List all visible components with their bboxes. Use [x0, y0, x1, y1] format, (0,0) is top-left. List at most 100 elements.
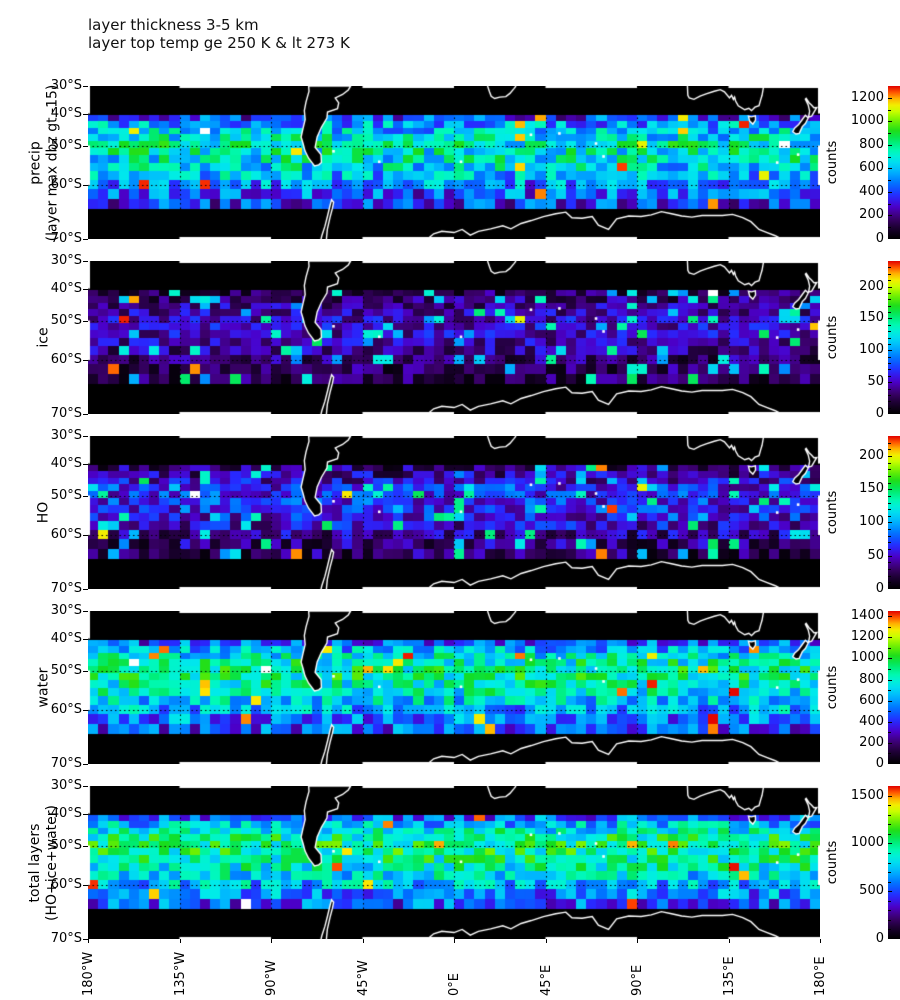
y-tick-label: 40°S: [50, 280, 82, 296]
colorbar-major-tick: [888, 556, 892, 557]
colorbar-minor-tick: [888, 805, 891, 806]
colorbar-tick-label: 50: [867, 374, 884, 390]
y-tick-label: 70°S: [50, 581, 82, 596]
colorbar-minor-tick: [888, 157, 891, 158]
colorbar-tick-label: 400: [859, 713, 884, 729]
colorbar-major-tick: [888, 382, 892, 383]
colorbar-minor-tick: [888, 312, 891, 313]
panel-label-line: (HO+ice+water): [44, 804, 60, 921]
colorbar-major-tick: [888, 350, 892, 351]
colorbar-major-tick: [888, 489, 892, 490]
colorbar-minor-tick: [888, 910, 891, 911]
colorbar-axis-label: counts: [825, 315, 841, 360]
y-tick-mark: [83, 846, 88, 847]
colorbar-minor-tick: [888, 648, 891, 649]
y-tick-label: 40°S: [50, 630, 82, 646]
colorbar-major-tick: [888, 701, 892, 702]
colorbar-minor-tick: [888, 582, 891, 583]
colorbar-minor-tick: [888, 267, 891, 268]
x-tick-mark: [546, 939, 547, 943]
colorbar-tick-label: 600: [859, 692, 884, 708]
colorbar-tick-label: 200: [859, 447, 884, 463]
colorbar-minor-tick: [888, 280, 891, 281]
colorbar-minor-tick: [888, 449, 891, 450]
colorbar-tick-label: 800: [859, 136, 884, 152]
colorbar-major-tick: [888, 763, 892, 764]
y-tick-label: 60°S: [50, 702, 82, 718]
y-tick-label: 30°S: [50, 778, 82, 793]
colorbar-minor-tick: [888, 815, 891, 816]
colorbar-major-tick: [888, 98, 892, 99]
counts-label-box: counts: [824, 436, 842, 589]
colorbar-minor-tick: [888, 401, 891, 402]
heatmap-canvas-ice: [88, 261, 820, 414]
colorbar-major-tick: [888, 215, 892, 216]
x-tick-label: 180°W: [81, 951, 96, 996]
y-tick-mark: [83, 146, 88, 147]
x-tick-mark: [88, 939, 89, 943]
colorbar-minor-tick: [888, 469, 891, 470]
colorbar-minor-tick: [888, 483, 891, 484]
colorbar-tick-label: 100: [859, 514, 884, 530]
colorbar-minor-tick: [888, 306, 891, 307]
y-tick-mark: [83, 885, 88, 886]
colorbar-major-tick: [888, 287, 892, 288]
colorbar-major-tick: [888, 413, 892, 414]
colorbar-tick-label: 0: [875, 756, 884, 771]
x-tick-label: 45°W: [355, 960, 371, 996]
colorbar-minor-tick: [888, 920, 891, 921]
x-tick-label: 90°W: [264, 960, 279, 996]
colorbar-major-tick: [888, 588, 892, 589]
colorbar-minor-tick: [888, 542, 891, 543]
y-tick-label: 60°S: [50, 877, 82, 893]
y-tick-mark: [83, 114, 88, 115]
colorbar-tick-label: 0: [875, 931, 884, 946]
colorbar-major-tick: [888, 938, 892, 939]
x-tick-mark: [363, 939, 364, 943]
heatmap-canvas-HO: [88, 436, 820, 589]
y-tick-mark: [83, 289, 88, 290]
panel-label-HO: HO: [35, 502, 52, 524]
colorbar-tick-label: 0: [875, 231, 884, 246]
y-tick-mark: [83, 535, 88, 536]
panel-label-line: HO: [35, 501, 52, 524]
colorbar-minor-tick: [888, 711, 891, 712]
y-tick-mark: [83, 239, 88, 240]
y-tick-label: 40°S: [50, 105, 82, 121]
colorbar-minor-tick: [888, 732, 891, 733]
y-tick-label: 60°S: [50, 352, 82, 368]
y-tick-mark: [83, 436, 88, 437]
colorbar-major-tick: [888, 318, 892, 319]
colorbar-minor-tick: [888, 863, 891, 864]
colorbar-minor-tick: [888, 824, 891, 825]
colorbar-tick-label: 200: [859, 278, 884, 294]
colorbar-minor-tick: [888, 872, 891, 873]
colorbar-tick-label: 150: [859, 481, 884, 497]
colorbar-tick-label: 1200: [850, 89, 884, 105]
colorbar-minor-tick: [888, 496, 891, 497]
colorbar-HO: [888, 436, 900, 589]
x-tick-mark: [637, 939, 638, 943]
colorbar-minor-tick: [888, 395, 891, 396]
x-tick-mark: [820, 939, 821, 943]
y-tick-label: 50°S: [50, 487, 82, 503]
heatmap-canvas-water: [88, 611, 820, 764]
colorbar-tick-label: 1200: [850, 629, 884, 645]
y-tick-mark: [83, 939, 88, 940]
counts-label-box: counts: [824, 611, 842, 764]
y-tick-mark: [83, 360, 88, 361]
y-tick-label: 70°S: [50, 931, 82, 946]
colorbar-minor-tick: [888, 363, 891, 364]
colorbar-minor-tick: [888, 901, 891, 902]
colorbar-precip: [888, 86, 900, 239]
colorbar-minor-tick: [888, 369, 891, 370]
colorbar-minor-tick: [888, 299, 891, 300]
x-tick-label: 135°W: [172, 951, 188, 996]
colorbar-major-tick: [888, 637, 892, 638]
colorbar-major-tick: [888, 192, 892, 193]
y-tick-label: 50°S: [50, 312, 82, 328]
counts-label-box: counts: [824, 86, 842, 239]
colorbar-minor-tick: [888, 853, 891, 854]
colorbar-major-tick: [888, 145, 892, 146]
colorbar-major-tick: [888, 680, 892, 681]
